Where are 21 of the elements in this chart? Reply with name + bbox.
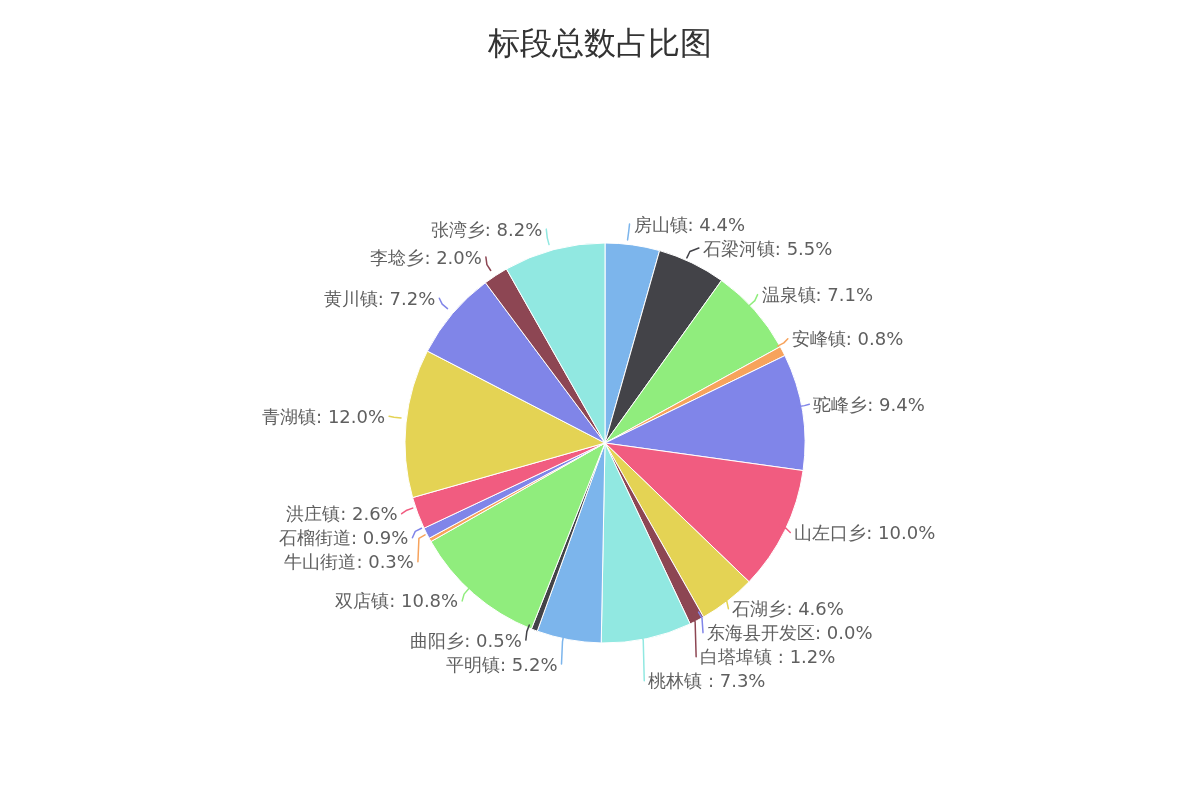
slice-label: 张湾乡: 8.2% <box>430 218 543 240</box>
slice-label: 石梁河镇: 5.5% <box>702 237 833 259</box>
slice-label: 石湖乡: 4.6% <box>732 598 844 620</box>
slice-label: 双店镇: 10.8% <box>335 590 459 612</box>
legend-label: 东海县开发区: 0.0% <box>706 622 873 644</box>
slice-label: 安峰镇: 0.8% <box>791 328 904 350</box>
slice-label: 黄川镇: 7.2% <box>323 287 436 309</box>
slice-label: 青湖镇: 12.0% <box>262 405 386 427</box>
slice-label: 房山镇: 4.4% <box>633 213 746 235</box>
slice-label: 山左口乡: 10.0% <box>794 521 936 543</box>
slice-label: 桃林镇 : 7.3% <box>648 670 766 692</box>
slice-label: 牛山街道: 0.3% <box>284 551 414 573</box>
slice-label: 曲阳乡: 0.5% <box>410 629 522 651</box>
slice-label: 平明镇: 5.2% <box>445 653 558 675</box>
slice-label: 温泉镇: 7.1% <box>761 284 874 306</box>
slice-label: 石榴街道: 0.9% <box>278 527 409 549</box>
slice-label: 驼峰乡: 9.4% <box>813 393 925 415</box>
chart-title: 标段总数占比图 <box>487 23 713 64</box>
slice-label: 白塔埠镇 : 1.2% <box>700 646 836 668</box>
slice-label: 李埝乡: 2.0% <box>370 246 482 268</box>
slice-label: 洪庄镇: 2.6% <box>286 503 398 525</box>
